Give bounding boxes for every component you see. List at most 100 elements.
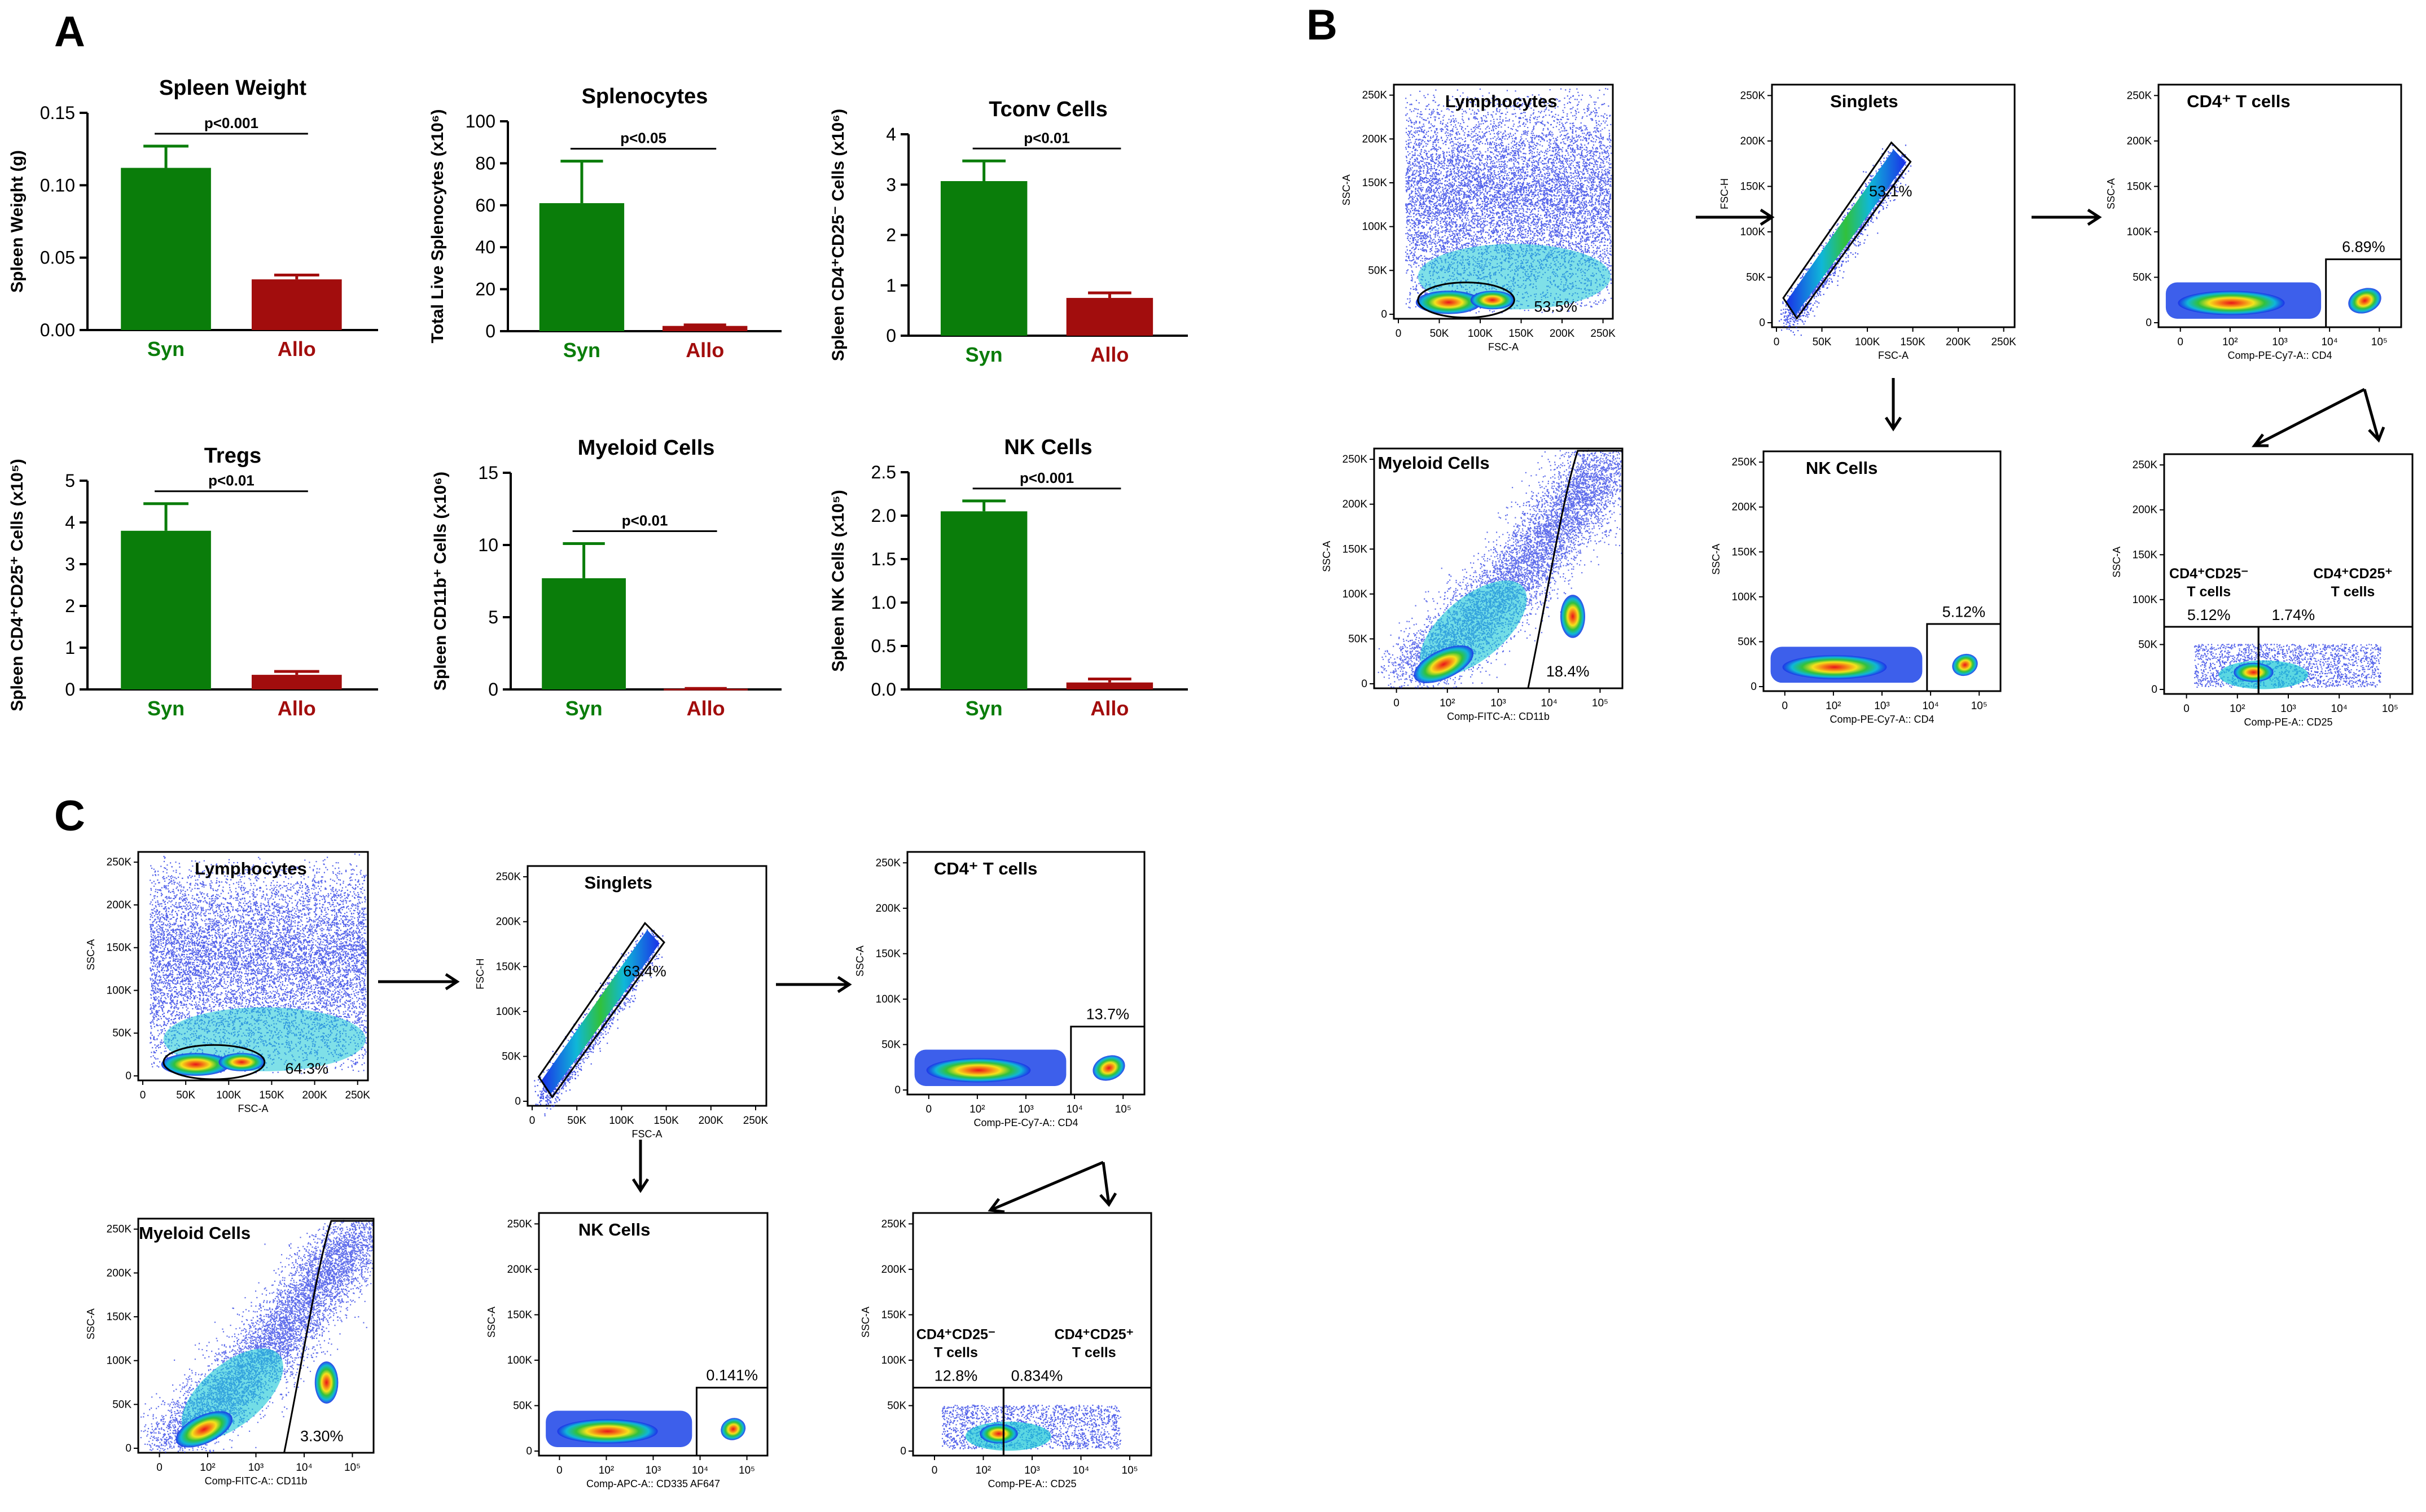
x-tick-label: Syn	[147, 697, 185, 720]
gate-polygon	[283, 1220, 375, 1453]
y-tick-label: 250K	[507, 1218, 533, 1230]
y-axis-label: SSC-A	[2111, 547, 2122, 578]
y-tick-label: 1	[886, 275, 896, 296]
x-tick-label: 10²	[976, 1465, 991, 1476]
x-tick-label: 250K	[743, 1115, 769, 1127]
y-tick-label: 4	[65, 512, 75, 533]
significance-label: p<0.01	[622, 512, 668, 529]
y-tick-label: 3	[886, 174, 896, 195]
x-tick-label: 10²	[2222, 336, 2238, 348]
x-tick-label: 10⁴	[1922, 700, 1938, 712]
density-core	[218, 1053, 265, 1071]
bar-syn	[542, 578, 626, 689]
y-tick-label: 0	[1381, 309, 1387, 320]
y-tick-label: 0.05	[40, 248, 75, 268]
x-tick-label: 10⁴	[1541, 697, 1558, 709]
x-tick-label: 10²	[200, 1462, 215, 1474]
y-axis-label: FSC-H	[475, 959, 486, 990]
bar-allo	[664, 688, 748, 691]
gate-right-name-line2: T cells	[2331, 584, 2375, 600]
significance-label: p<0.01	[208, 472, 255, 489]
flow-plot-6: 0 50K 100K 150K 200K 250K 0 10² 10³ 10⁴ 10⁵ Comp-PE…	[2111, 453, 2414, 728]
bar-allo	[251, 675, 342, 689]
y-tick-label: 50K	[887, 1400, 906, 1412]
x-tick-label: Syn	[563, 339, 600, 362]
x-tick-label: Syn	[966, 697, 1003, 720]
bar-allo	[1066, 298, 1153, 336]
y-tick-label: 50K	[2133, 271, 2152, 283]
x-tick-label: 10²	[969, 1104, 985, 1115]
y-tick-label: 250K	[876, 857, 901, 869]
bar-syn	[940, 511, 1028, 689]
significance-label: p<0.05	[620, 130, 666, 147]
x-tick-label: Allo	[278, 337, 316, 361]
y-tick-label: 40	[475, 237, 495, 257]
gate-polygon	[1782, 141, 1912, 320]
gate-percent: 18.4%	[1546, 663, 1590, 680]
gate-polygon	[537, 921, 665, 1099]
y-axis-label: SSC-A	[1710, 544, 1722, 575]
y-tick-label: 150K	[1732, 546, 1757, 558]
y-axis-label: Spleen CD4⁺CD25⁺ Cells (x10⁵)	[8, 459, 27, 711]
x-tick-label: 10³	[1490, 697, 1506, 709]
x-tick-label: 0	[156, 1462, 163, 1474]
gate-left-name: CD4⁺CD25⁻	[2169, 566, 2248, 582]
y-tick-label: 250K	[881, 1218, 907, 1230]
x-tick-label: 250K	[345, 1089, 371, 1101]
chart-title: NK Cells	[1004, 436, 1092, 459]
y-tick-label: 15	[478, 463, 498, 483]
gate-left-percent: 5.12%	[2187, 606, 2231, 623]
y-tick-label: 50K	[881, 1039, 901, 1051]
x-tick-label: 0	[932, 1465, 938, 1476]
y-tick-label: 0	[900, 1445, 906, 1457]
y-tick-label: 50K	[1746, 271, 1765, 283]
x-tick-label: 150K	[653, 1115, 679, 1127]
x-tick-label: 10³	[1874, 700, 1889, 712]
y-tick-label: 100K	[496, 1006, 521, 1018]
density-core	[1415, 291, 1482, 314]
y-tick-label: 250K	[496, 871, 521, 883]
y-axis-label: Spleen NK Cells (x10⁵)	[829, 490, 848, 672]
gate-rectangle	[695, 1387, 769, 1457]
gate-rectangle	[1070, 1026, 1146, 1096]
chart-title: Tconv Cells	[989, 98, 1107, 121]
y-tick-label: 150K	[1343, 543, 1368, 555]
density-core	[176, 1411, 233, 1448]
x-tick-label: 10⁴	[296, 1462, 312, 1474]
event-dots	[1377, 450, 1622, 689]
y-tick-label: 50K	[513, 1400, 532, 1412]
y-tick-label: 100K	[107, 1355, 132, 1367]
y-tick-label: 100K	[1732, 591, 1757, 603]
y-tick-label: 150K	[107, 1311, 132, 1323]
y-tick-label: 200K	[2133, 504, 2158, 516]
y-tick-label: 80	[475, 153, 495, 173]
y-axis-label: SSC-A	[854, 946, 866, 977]
x-tick-label: 10³	[2272, 336, 2287, 348]
y-tick-label: 200K	[496, 916, 521, 928]
y-tick-label: 0	[1759, 317, 1765, 329]
y-tick-label: 250K	[1732, 456, 1757, 468]
y-tick-label: 100K	[876, 994, 901, 1005]
x-axis-label: Comp-PE-Cy7-A:: CD4	[1830, 714, 1934, 725]
x-tick-label: 0	[556, 1465, 563, 1476]
gate-name: Myeloid Cells	[139, 1223, 251, 1243]
y-tick-label: 0	[515, 1096, 521, 1107]
x-axis-label: Comp-PE-A:: CD25	[2244, 717, 2332, 728]
y-tick-label: 2	[65, 596, 75, 616]
y-tick-label: 200K	[876, 903, 901, 915]
bar-chart-2: 0 20 40 60 80 100 Splenocytes Total Live Spleno…	[428, 85, 782, 362]
y-tick-label: 0	[1751, 681, 1757, 693]
x-tick-label: 0	[1782, 700, 1788, 712]
gate-percent: 53.1%	[1869, 183, 1912, 200]
y-tick-label: 0	[886, 326, 896, 346]
panel-label-c: C	[54, 792, 85, 840]
x-tick-label: 10²	[599, 1465, 614, 1476]
x-tick-label: 10⁴	[1066, 1104, 1082, 1115]
y-tick-label: 0.5	[871, 636, 896, 656]
x-axis-label: FSC-A	[1488, 341, 1519, 353]
x-tick-label: 10⁵	[1971, 700, 1988, 712]
y-tick-label: 100K	[2133, 594, 2158, 606]
y-tick-label: 0	[65, 679, 75, 700]
